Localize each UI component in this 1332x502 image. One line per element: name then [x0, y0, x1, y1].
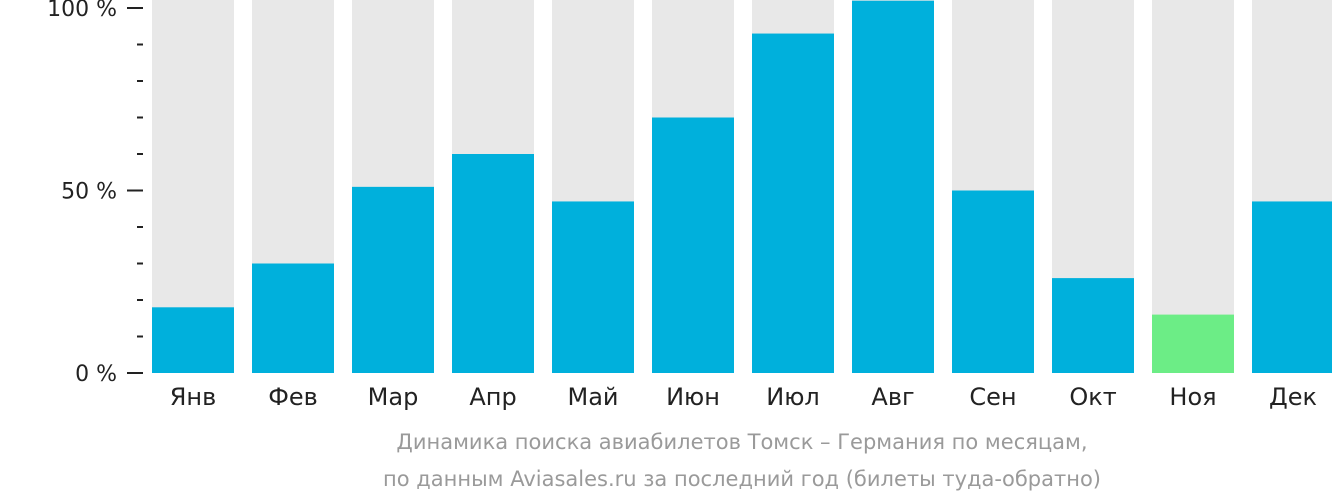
bar-6 [752, 33, 834, 374]
bars [152, 0, 1332, 374]
x-tick-label: Фев [268, 383, 318, 411]
x-tick-label: Мар [368, 383, 419, 411]
bar-8 [952, 190, 1034, 373]
x-tick-label: Ноя [1169, 383, 1216, 411]
x-tick-label: Янв [170, 383, 217, 411]
x-tick-label: Июл [766, 383, 820, 411]
bar-4 [552, 201, 634, 373]
bar-1 [252, 263, 334, 373]
y-axis: 100 % 50 % 0 % [47, 0, 143, 387]
x-tick-label: Окт [1069, 383, 1116, 411]
chart-caption-line-1: Динамика поиска авиабилетов Томск – Герм… [396, 430, 1088, 454]
x-tick-label: Дек [1269, 383, 1317, 411]
y-tick-label: 0 % [75, 362, 117, 387]
bar-track-10 [1152, 0, 1234, 373]
bar-chart: 100 % 50 % 0 % Янв Фев Мар Апр Май Июн Июл Авг Сен… [47, 0, 1332, 411]
x-tick-label: Авг [871, 383, 914, 411]
x-tick-label: Сен [969, 383, 1016, 411]
bar-5 [652, 117, 734, 373]
bar-0 [152, 307, 234, 373]
bar-9 [1052, 278, 1134, 373]
bar-2 [352, 186, 434, 373]
bar-11 [1252, 201, 1332, 373]
bar-10 [1152, 314, 1234, 373]
bar-3 [452, 154, 534, 373]
x-tick-label: Май [567, 383, 618, 411]
y-tick-label: 100 % [47, 0, 117, 22]
y-tick-label: 50 % [61, 180, 117, 205]
x-tick-label: Апр [469, 383, 516, 411]
x-tick-label: Июн [666, 383, 720, 411]
bar-7 [852, 0, 934, 373]
chart-caption-line-2: по данным Aviasales.ru за последний год … [383, 467, 1101, 491]
x-axis: Янв Фев Мар Апр Май Июн Июл Авг Сен Окт Ноя Дек [170, 383, 1317, 411]
